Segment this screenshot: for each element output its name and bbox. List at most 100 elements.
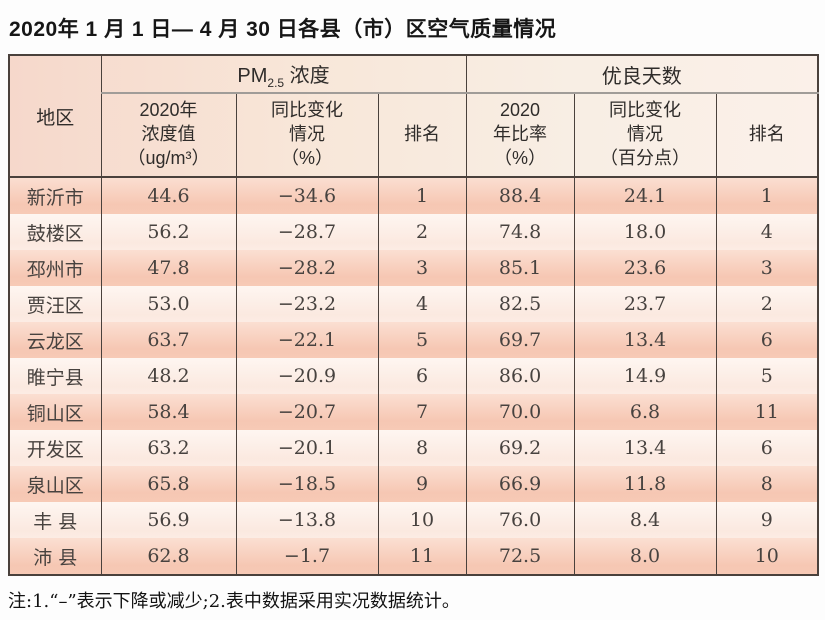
region-cell: 沛 县: [8, 538, 102, 575]
header-good-ratio: 2020 年比率 （%）: [465, 93, 575, 178]
ratio-rank-cell: 8: [715, 466, 819, 502]
pm25-rank-cell: 9: [377, 466, 467, 502]
region-cell: 开发区: [8, 430, 102, 466]
pm25-change-cell: −34.6: [235, 177, 379, 214]
ratio-change-cell: 11.8: [573, 466, 717, 502]
region-cell: 睢宁县: [8, 358, 102, 394]
footnote: 注:1.“–”表示下降或减少;2.表中数据采用实况数据统计。: [8, 591, 460, 612]
ratio-change-cell: 23.6: [573, 250, 717, 286]
pm25-change-cell: −18.5: [235, 466, 379, 502]
pm25-label-prefix: PM: [237, 64, 268, 87]
ratio-change-cell: 13.4: [573, 430, 717, 466]
pm25-value-cell: 63.7: [100, 322, 237, 358]
table-header: 地区 PM2.5 浓度 优良天数 2020年 浓度值 （ug/m³） 同比变化 …: [8, 55, 819, 178]
header-pm25-value: 2020年 浓度值 （ug/m³）: [100, 93, 237, 178]
table-row: 丰 县 56.9 −13.8 10 76.0 8.4 9: [8, 502, 819, 538]
pm25-value-cell: 47.8: [100, 250, 237, 286]
header-pm25-group: PM2.5 浓度: [100, 55, 467, 94]
ratio-cell: 69.2: [465, 430, 575, 466]
ratio-cell: 76.0: [465, 502, 575, 538]
table-row: 鼓楼区 56.2 −28.7 2 74.8 18.0 4: [8, 214, 819, 250]
pm25-label-subscript: 2.5: [267, 75, 285, 90]
header-pm25-change: 同比变化 情况 （%）: [235, 93, 379, 178]
ratio-cell: 88.4: [465, 177, 575, 214]
pm25-value-cell: 44.6: [100, 177, 237, 214]
region-cell: 泉山区: [8, 466, 102, 502]
pm25-value-cell: 58.4: [100, 394, 237, 430]
pm25-change-cell: −20.7: [235, 394, 379, 430]
region-cell: 新沂市: [8, 177, 102, 214]
header-group-row: 地区 PM2.5 浓度 优良天数: [8, 55, 819, 178]
header-good-change: 同比变化 情况 （百分点）: [573, 93, 717, 178]
ratio-cell: 85.1: [465, 250, 575, 286]
pm25-rank-cell: 4: [377, 286, 467, 322]
header-region: 地区: [8, 55, 102, 178]
pm25-value-cell: 56.9: [100, 502, 237, 538]
region-cell: 贾汪区: [8, 286, 102, 322]
table-row: 贾汪区 53.0 −23.2 4 82.5 23.7 2: [8, 286, 819, 322]
pm25-label-suffix: 浓度: [284, 64, 330, 87]
table-row: 新沂市 44.6 −34.6 1 88.4 24.1 1: [8, 177, 819, 214]
pm25-change-cell: −13.8: [235, 502, 379, 538]
air-quality-table: 地区 PM2.5 浓度 优良天数 2020年 浓度值 （ug/m³） 同比变化 …: [8, 54, 820, 576]
pm25-rank-cell: 2: [377, 214, 467, 250]
pm25-value-cell: 62.8: [100, 538, 237, 575]
pm25-rank-cell: 5: [377, 322, 467, 358]
ratio-rank-cell: 6: [715, 430, 819, 466]
table-body: 新沂市 44.6 −34.6 1 88.4 24.1 1 鼓楼区 56.2 −2…: [8, 177, 819, 575]
table-row: 泉山区 65.8 −18.5 9 66.9 11.8 8: [8, 466, 819, 502]
pm25-value-cell: 63.2: [100, 430, 237, 466]
pm25-rank-cell: 8: [377, 430, 467, 466]
ratio-cell: 74.8: [465, 214, 575, 250]
header-sub-row: 2020年 浓度值 （ug/m³） 同比变化 情况 （%） 排名 2020 年比…: [9, 93, 819, 178]
pm25-value-cell: 56.2: [100, 214, 237, 250]
pm25-change-cell: −20.9: [235, 358, 379, 394]
region-cell: 丰 县: [8, 502, 102, 538]
ratio-change-cell: 18.0: [573, 214, 717, 250]
pm25-rank-cell: 10: [377, 502, 467, 538]
table-row: 云龙区 63.7 −22.1 5 69.7 13.4 6: [8, 322, 819, 358]
ratio-cell: 69.7: [465, 322, 575, 358]
header-good-rank: 排名: [715, 93, 819, 178]
header-good-days-group: 优良天数: [465, 55, 819, 94]
region-cell: 邳州市: [8, 250, 102, 286]
table-row: 铜山区 58.4 −20.7 7 70.0 6.8 11: [8, 394, 819, 430]
pm25-change-cell: −28.7: [235, 214, 379, 250]
pm25-change-cell: −1.7: [235, 538, 379, 575]
table-row: 沛 县 62.8 −1.7 11 72.5 8.0 10: [8, 538, 819, 575]
pm25-change-cell: −22.1: [235, 322, 379, 358]
ratio-rank-cell: 3: [715, 250, 819, 286]
ratio-cell: 86.0: [465, 358, 575, 394]
pm25-rank-cell: 3: [377, 250, 467, 286]
ratio-change-cell: 13.4: [573, 322, 717, 358]
ratio-change-cell: 8.4: [573, 502, 717, 538]
header-pm25-rank: 排名: [377, 93, 467, 178]
pm25-change-cell: −20.1: [235, 430, 379, 466]
ratio-rank-cell: 10: [715, 538, 819, 575]
ratio-change-cell: 6.8: [573, 394, 717, 430]
ratio-rank-cell: 11: [715, 394, 819, 430]
pm25-value-cell: 65.8: [100, 466, 237, 502]
ratio-change-cell: 24.1: [573, 177, 717, 214]
ratio-change-cell: 8.0: [573, 538, 717, 575]
ratio-cell: 70.0: [465, 394, 575, 430]
ratio-rank-cell: 2: [715, 286, 819, 322]
pm25-rank-cell: 1: [377, 177, 467, 214]
region-cell: 云龙区: [8, 322, 102, 358]
ratio-rank-cell: 5: [715, 358, 819, 394]
pm25-rank-cell: 11: [377, 538, 467, 575]
pm25-rank-cell: 7: [377, 394, 467, 430]
region-cell: 铜山区: [8, 394, 102, 430]
ratio-rank-cell: 1: [715, 177, 819, 214]
ratio-rank-cell: 4: [715, 214, 819, 250]
ratio-change-cell: 23.7: [573, 286, 717, 322]
table-row: 开发区 63.2 −20.1 8 69.2 13.4 6: [8, 430, 819, 466]
pm25-value-cell: 48.2: [100, 358, 237, 394]
region-cell: 鼓楼区: [8, 214, 102, 250]
ratio-cell: 72.5: [465, 538, 575, 575]
pm25-change-cell: −23.2: [235, 286, 379, 322]
page-title: 2020年 1 月 1 日— 4 月 30 日各县（市）区空气质量情况: [9, 18, 557, 41]
table-row: 睢宁县 48.2 −20.9 6 86.0 14.9 5: [8, 358, 819, 394]
pm25-value-cell: 53.0: [100, 286, 237, 322]
pm25-change-cell: −28.2: [235, 250, 379, 286]
